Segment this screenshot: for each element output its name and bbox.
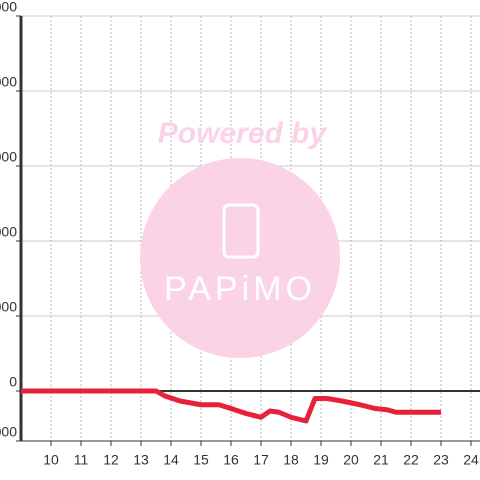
watermark: Powered by PAPiMO — [140, 117, 340, 358]
x-tick-label: 20 — [343, 452, 359, 468]
x-tick-label: 15 — [193, 452, 209, 468]
x-tick-label: 21 — [373, 452, 389, 468]
watermark-phone — [222, 203, 260, 259]
data-line — [21, 388, 441, 424]
x-tick-label: 24 — [463, 452, 479, 468]
watermark-logo: PAPiMO — [164, 270, 316, 308]
x-tick-label: 22 — [403, 452, 419, 468]
x-tick-label: 14 — [163, 452, 179, 468]
x-tick-label: 16 — [223, 452, 239, 468]
x-tick-label: 17 — [253, 452, 269, 468]
y-tick-label: 60,000 — [0, 224, 17, 240]
x-tick-label: 11 — [74, 452, 89, 468]
y-tick-label: 30,000 — [0, 299, 17, 315]
watermark-text: Powered by — [158, 117, 328, 150]
y-tick-label: 150,000 — [0, 0, 17, 15]
y-tick-label: -20,000 — [0, 424, 17, 440]
x-tick-label: 23 — [433, 452, 449, 468]
x-tick-label: 13 — [133, 452, 149, 468]
x-tick-label: 12 — [103, 452, 119, 468]
x-tick-label: 19 — [313, 452, 329, 468]
y-tick-label: 0 — [9, 374, 17, 390]
y-tick-label: 120,000 — [0, 74, 17, 90]
y-tick-label: 90,000 — [0, 149, 17, 165]
x-tick-label: 18 — [283, 452, 299, 468]
x-tick-label: 10 — [43, 452, 59, 468]
